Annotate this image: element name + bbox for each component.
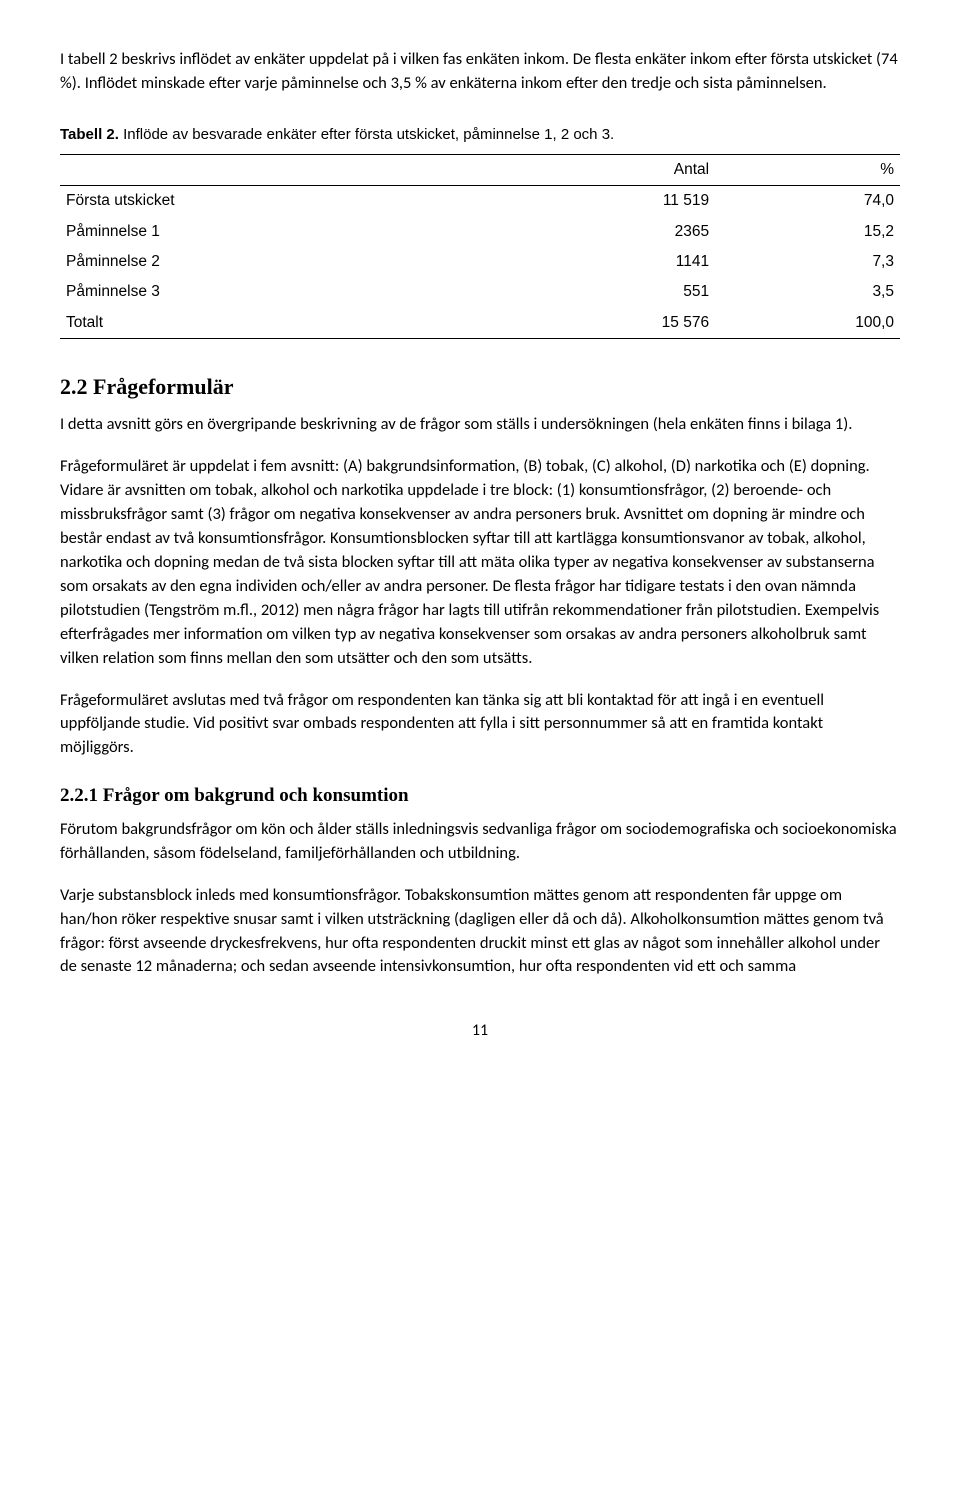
table-cell-label: Totalt <box>60 308 499 339</box>
table-cell-antal: 15 576 <box>499 308 715 339</box>
table-row: Påminnelse 1 2365 15,2 <box>60 217 900 247</box>
table-2-caption-label: Tabell 2. <box>60 126 119 143</box>
table-cell-pct: 3,5 <box>715 277 900 307</box>
section-2-2-heading: 2.2 Frågeformulär <box>60 371 900 403</box>
table-row: Påminnelse 3 551 3,5 <box>60 277 900 307</box>
table-cell-pct: 100,0 <box>715 308 900 339</box>
table-header-empty <box>60 154 499 185</box>
section-2-2-1-para-2: Varje substansblock inleds med konsumtio… <box>60 884 900 980</box>
table-cell-antal: 11 519 <box>499 186 715 217</box>
table-2-caption-text: Inflöde av besvarade enkäter efter först… <box>119 126 614 143</box>
table-row: Påminnelse 2 1141 7,3 <box>60 247 900 277</box>
table-cell-pct: 74,0 <box>715 186 900 217</box>
table-2: Antal % Första utskicket 11 519 74,0 Påm… <box>60 154 900 340</box>
table-row: Första utskicket 11 519 74,0 <box>60 186 900 217</box>
table-cell-antal: 1141 <box>499 247 715 277</box>
table-header-percent: % <box>715 154 900 185</box>
intro-paragraph: I tabell 2 beskrivs inflödet av enkäter … <box>60 48 900 96</box>
section-2-2-1-para-1: Förutom bakgrundsfrågor om kön och ålder… <box>60 818 900 866</box>
section-2-2-para-2: Frågeformuläret är uppdelat i fem avsnit… <box>60 455 900 670</box>
table-cell-label: Påminnelse 3 <box>60 277 499 307</box>
table-cell-pct: 7,3 <box>715 247 900 277</box>
table-header-row: Antal % <box>60 154 900 185</box>
table-cell-antal: 2365 <box>499 217 715 247</box>
table-cell-label: Påminnelse 2 <box>60 247 499 277</box>
table-cell-pct: 15,2 <box>715 217 900 247</box>
table-cell-label: Första utskicket <box>60 186 499 217</box>
table-2-caption: Tabell 2. Inflöde av besvarade enkäter e… <box>60 124 900 146</box>
table-cell-label: Påminnelse 1 <box>60 217 499 247</box>
page-number: 11 <box>60 1019 900 1042</box>
section-2-2-para-3: Frågeformuläret avslutas med två frågor … <box>60 689 900 761</box>
section-2-2-para-1: I detta avsnitt görs en övergripande bes… <box>60 413 900 437</box>
table-cell-antal: 551 <box>499 277 715 307</box>
table-row-total: Totalt 15 576 100,0 <box>60 308 900 339</box>
table-header-antal: Antal <box>499 154 715 185</box>
section-2-2-1-heading: 2.2.1 Frågor om bakgrund och konsumtion <box>60 782 900 810</box>
